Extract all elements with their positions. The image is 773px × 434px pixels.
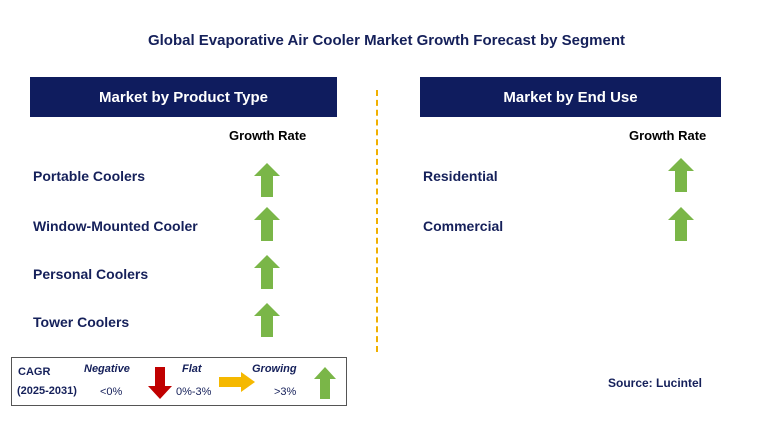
legend-negative-label: Negative — [84, 363, 130, 375]
growing-arrow-icon — [668, 158, 694, 192]
legend-growing-label: Growing — [252, 363, 297, 375]
panel-divider — [376, 90, 378, 352]
row-label-personal-coolers: Personal Coolers — [33, 266, 149, 282]
growing-arrow-icon — [254, 303, 280, 337]
product-type-header: Market by Product Type — [30, 77, 337, 117]
growing-arrow-icon — [254, 207, 280, 241]
growing-arrow-icon — [668, 207, 694, 241]
source-note: Source: Lucintel — [608, 376, 703, 390]
legend-negative-value: <0% — [100, 386, 123, 398]
end-use-growth-label: Growth Rate — [629, 128, 707, 143]
negative-arrow-icon — [148, 367, 172, 399]
flat-arrow-icon — [219, 372, 255, 392]
legend-cagr-label: CAGR — [18, 366, 51, 378]
row-label-residential: Residential — [423, 168, 498, 184]
legend-flat-value: 0%-3% — [176, 386, 212, 398]
cagr-legend: CAGR (2025-2031) Negative <0% Flat 0%-3%… — [11, 357, 347, 406]
growing-arrow-icon — [254, 255, 280, 289]
end-use-header-label: Market by End Use — [503, 88, 638, 106]
product-type-growth-label: Growth Rate — [229, 128, 307, 143]
legend-growing-value: >3% — [274, 386, 297, 398]
product-type-header-label: Market by Product Type — [99, 88, 268, 106]
legend-period: (2025-2031) — [17, 385, 77, 397]
end-use-header: Market by End Use — [420, 77, 721, 117]
row-label-portable-coolers: Portable Coolers — [33, 168, 146, 184]
chart-title: Global Evaporative Air Cooler Market Gro… — [147, 32, 626, 49]
legend-flat-label: Flat — [182, 363, 202, 375]
growing-arrow-icon — [314, 367, 336, 399]
row-label-commercial: Commercial — [423, 218, 504, 234]
row-label-window-mounted-cooler: Window-Mounted Cooler — [33, 218, 198, 234]
row-label-tower-coolers: Tower Coolers — [33, 314, 130, 330]
growing-arrow-icon — [254, 163, 280, 197]
